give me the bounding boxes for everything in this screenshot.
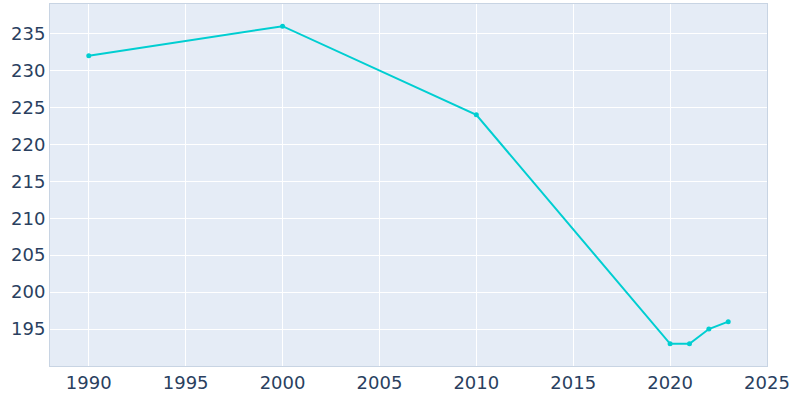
svg-text:195: 195 (11, 318, 45, 339)
svg-text:225: 225 (11, 97, 45, 118)
svg-text:200: 200 (11, 281, 45, 302)
svg-text:2005: 2005 (357, 372, 403, 393)
svg-text:1990: 1990 (66, 372, 112, 393)
svg-text:1995: 1995 (163, 372, 209, 393)
svg-text:205: 205 (11, 244, 45, 265)
svg-text:2025: 2025 (744, 372, 790, 393)
svg-text:230: 230 (11, 60, 45, 81)
svg-text:2015: 2015 (550, 372, 596, 393)
svg-text:210: 210 (11, 208, 45, 229)
svg-text:220: 220 (11, 134, 45, 155)
svg-text:2020: 2020 (647, 372, 693, 393)
svg-text:2010: 2010 (453, 372, 499, 393)
svg-text:235: 235 (11, 23, 45, 44)
svg-text:215: 215 (11, 171, 45, 192)
svg-text:2000: 2000 (260, 372, 306, 393)
